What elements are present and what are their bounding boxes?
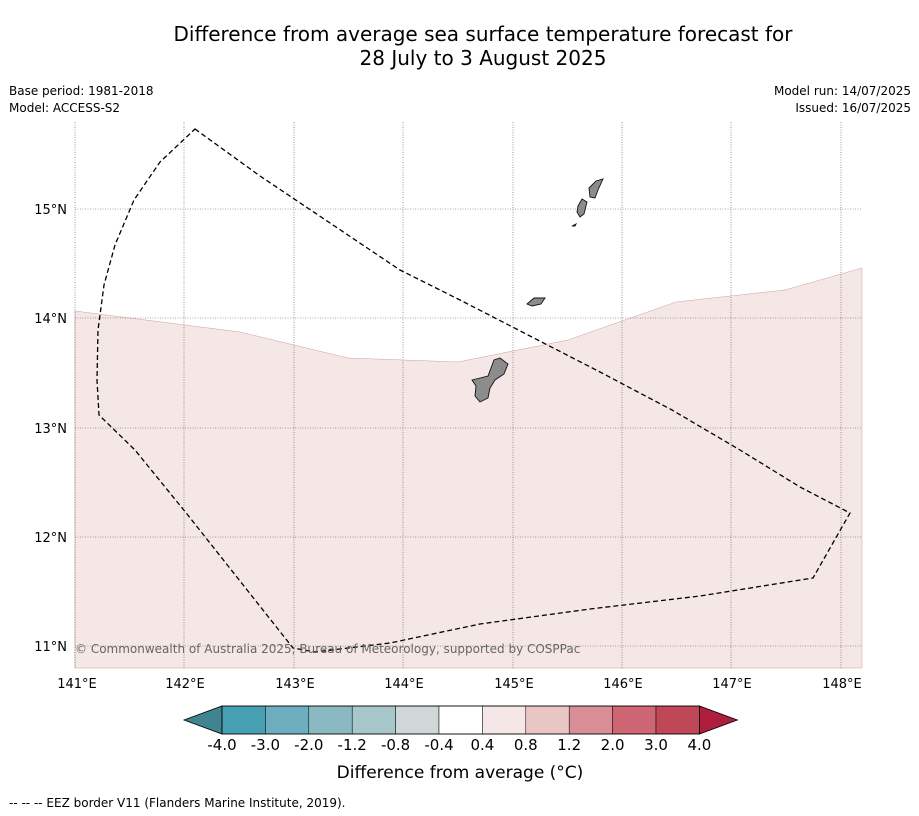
land xyxy=(471,178,604,403)
colorbar-tick-label: -2.0 xyxy=(294,736,323,754)
lon-tick-label: 146°E xyxy=(603,677,643,692)
colorbar-tick-label: -0.4 xyxy=(424,736,453,754)
lon-tick-label: 145°E xyxy=(494,677,534,692)
footer-note: -- -- -- EEZ border V11 (Flanders Marine… xyxy=(9,796,346,810)
lon-tick-label: 141°E xyxy=(57,677,97,692)
meta-right: Model run: 14/07/2025 Issued: 16/07/2025 xyxy=(774,83,911,117)
model-run: Model run: 14/07/2025 xyxy=(773,84,911,98)
colorbar-label: Difference from average (°C) xyxy=(336,763,584,783)
anomaly-region xyxy=(74,267,863,669)
colorbar-segment xyxy=(525,705,570,735)
colorbar-segment xyxy=(438,705,483,735)
meta-left: Base period: 1981-2018 Model: ACCESS-S2 xyxy=(9,83,154,117)
lat-tick-label: 12°N xyxy=(34,531,67,546)
colorbar-segment xyxy=(395,705,440,735)
colorbar-tick-label: -3.0 xyxy=(251,736,280,754)
colorbar-segment xyxy=(612,705,657,735)
chart-title: Difference from average sea surface temp… xyxy=(0,22,919,70)
lon-tick-label: 142°E xyxy=(165,677,205,692)
eez-border xyxy=(96,128,851,653)
lat-tick-label: 11°N xyxy=(34,640,67,655)
lat-tick-labels: 15°N 14°N 13°N 12°N 11°N xyxy=(34,203,67,655)
island-aguijan xyxy=(571,222,578,227)
base-period: Base period: 1981-2018 xyxy=(9,84,154,98)
copyright-text: © Commonwealth of Australia 2025, Bureau… xyxy=(75,642,580,656)
colorbar-segment xyxy=(221,705,266,735)
lon-tick-label: 143°E xyxy=(275,677,315,692)
title-line-1: Difference from average sea surface temp… xyxy=(173,22,793,46)
colorbar-tick-label: 1.2 xyxy=(557,736,581,754)
colorbar-frame xyxy=(221,705,700,735)
colorbar-tick-label: -4.0 xyxy=(207,736,236,754)
lat-tick-label: 15°N xyxy=(34,203,67,218)
colorbar-segment xyxy=(568,705,613,735)
colorbar-under-arrow xyxy=(182,705,223,735)
colorbar-segment xyxy=(265,705,310,735)
colorbar-over-arrow xyxy=(699,705,739,735)
colorbar: -4.0 -3.0 -2.0 -1.2 -0.8 -0.4 0.4 0.8 1.2 2.0 3.0 4… xyxy=(182,705,739,754)
colorbar-segment xyxy=(482,705,527,735)
island-guam xyxy=(471,357,509,403)
issued-date: Issued: 16/07/2025 xyxy=(795,101,911,115)
colorbar-tick-label: 0.8 xyxy=(514,736,538,754)
lon-tick-label: 148°E xyxy=(822,677,862,692)
lon-tick-labels: 141°E 142°E 143°E 144°E 145°E 146°E 147°… xyxy=(57,677,862,692)
island-tinian xyxy=(576,198,588,218)
colorbar-tick-label: 4.0 xyxy=(687,736,711,754)
lon-tick-label: 144°E xyxy=(384,677,424,692)
colorbar-tick-label: 3.0 xyxy=(644,736,668,754)
colorbar-segment xyxy=(351,705,396,735)
gridlines xyxy=(74,122,862,668)
colorbar-segment xyxy=(308,705,353,735)
island-rota xyxy=(526,297,546,307)
lon-tick-label: 147°E xyxy=(712,677,752,692)
colorbar-tick-label: 2.0 xyxy=(601,736,625,754)
colorbar-tick-label: 0.4 xyxy=(470,736,494,754)
lat-tick-label: 14°N xyxy=(34,312,67,327)
colorbar-tick-label: -1.2 xyxy=(338,736,367,754)
island-saipan xyxy=(588,178,604,199)
colorbar-segment xyxy=(655,705,700,735)
title-line-2: 28 July to 3 August 2025 xyxy=(359,46,607,70)
colorbar-tick-label: -0.8 xyxy=(381,736,410,754)
lat-tick-label: 13°N xyxy=(34,422,67,437)
model-name: Model: ACCESS-S2 xyxy=(9,101,121,115)
